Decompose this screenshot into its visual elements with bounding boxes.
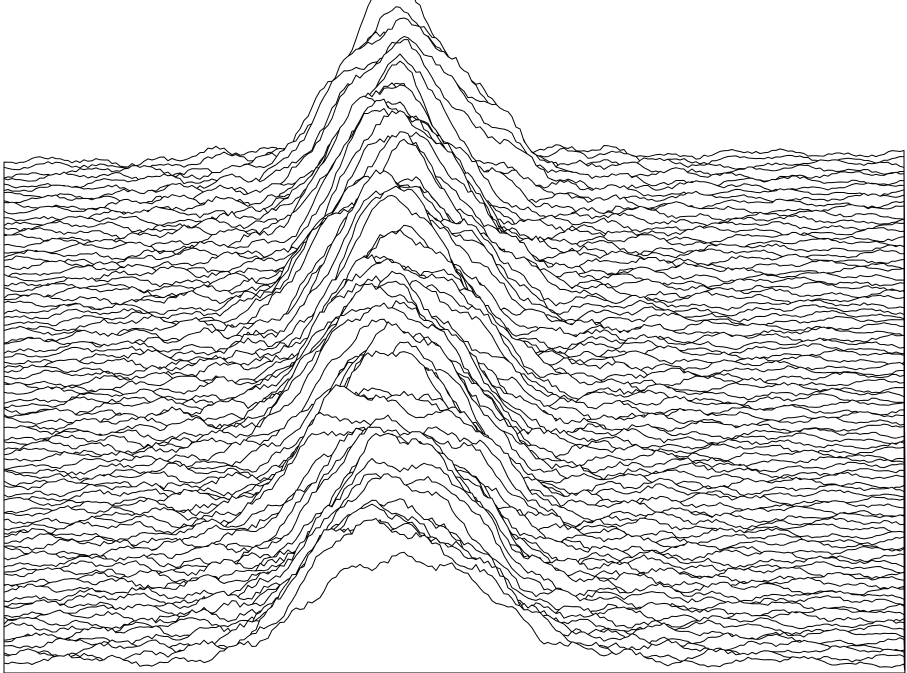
page: (() => { const data = JSON.parse(documen… [0, 0, 907, 673]
ridgeline-artwork [0, 0, 907, 673]
